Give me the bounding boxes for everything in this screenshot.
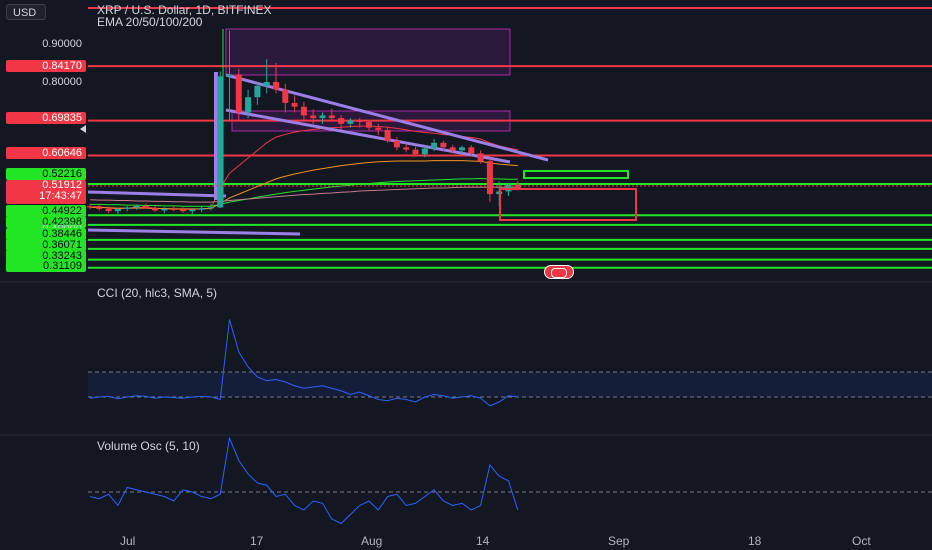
trendline (87, 190, 227, 198)
candle-body (347, 120, 354, 124)
time-label: Oct (852, 534, 871, 548)
ema-legend: EMA 20/50/100/200 (97, 15, 203, 29)
volume-osc-line (89, 436, 519, 525)
candle-body (319, 115, 326, 119)
candle-body (124, 207, 131, 209)
candle-body (133, 205, 140, 208)
collapse-arrow-icon[interactable] (80, 125, 86, 133)
volume-osc-legend: Volume Osc (5, 10) (97, 439, 200, 453)
candle-body (245, 97, 252, 113)
target-box (523, 170, 629, 179)
candle-body (180, 209, 186, 212)
ema-line (89, 186, 518, 203)
ema-line (90, 160, 518, 210)
ema-line (89, 125, 518, 210)
candle-body (328, 115, 335, 119)
candle-body (226, 74, 233, 77)
currency-button[interactable]: USD (6, 4, 46, 20)
candle-body (170, 208, 177, 210)
candle-body (87, 206, 93, 208)
candle-body (440, 142, 447, 148)
candle-body (449, 147, 456, 151)
current-price-value: 0.51912 (42, 179, 82, 191)
price-label: 0.44922 (6, 205, 86, 217)
candle-body (300, 106, 307, 116)
candle-body (412, 149, 419, 155)
time-label: 14 (476, 534, 490, 548)
price-label: 0.69835 (6, 112, 86, 124)
target-box (499, 188, 637, 221)
price-label: 0.80000 (42, 76, 82, 88)
cci-line (89, 319, 518, 407)
candle-body (161, 208, 168, 211)
price-label: 0.38446 (6, 228, 86, 240)
candle-body (254, 85, 261, 98)
candle-body (235, 74, 242, 113)
candle-body (356, 120, 363, 122)
price-label: 0.84170 (6, 60, 86, 72)
candle-body (514, 184, 521, 189)
cci-band (88, 372, 932, 397)
price-label: 0.31109 (6, 260, 86, 272)
time-label: 17 (250, 534, 264, 548)
candle-body (366, 121, 372, 128)
candle-body (403, 147, 410, 150)
candle-body (282, 89, 289, 103)
candle-body (459, 147, 465, 151)
price-label: 0.60646 (6, 147, 86, 159)
candle-body (468, 147, 475, 154)
price-label: 0.90000 (42, 38, 82, 50)
candle-body (375, 127, 382, 130)
trendline (225, 108, 511, 164)
candle-body (96, 207, 103, 209)
candle-body (189, 209, 196, 212)
supply-zone-box (225, 28, 511, 76)
candle-body (217, 76, 224, 208)
candle-body (421, 148, 428, 155)
candle-body (207, 207, 214, 209)
candle-body (152, 208, 159, 211)
time-label: Aug (361, 534, 383, 548)
time-label: Sep (608, 534, 630, 548)
candle-body (263, 82, 270, 86)
candle-body (114, 208, 121, 212)
earnings-badge-icon[interactable] (544, 265, 574, 279)
price-label: 0.36071 (6, 239, 86, 251)
ema-line (90, 178, 518, 207)
price-label: 0.33243 (6, 250, 86, 262)
trendline (225, 73, 549, 162)
candle-body (431, 142, 438, 149)
candle-body (273, 82, 279, 90)
trendline (87, 228, 301, 236)
candle-body (142, 205, 149, 209)
current-price-label: 0.51912 17:43:47 (6, 180, 86, 204)
price-label: 0.52216 (6, 168, 86, 180)
candle-body (310, 115, 317, 119)
symbol-title: XRP / U.S. Dollar, 1D, BITFINEX (97, 3, 272, 17)
countdown-timer: 17:43:47 (39, 190, 82, 202)
cci-legend: CCI (20, hlc3, SMA, 5) (97, 286, 218, 300)
price-label: 0.42398 (6, 216, 86, 228)
time-label: 18 (748, 534, 762, 548)
candle-body (105, 208, 112, 212)
time-label: Jul (120, 534, 136, 548)
candle-body (291, 102, 298, 107)
candle-body (384, 129, 391, 141)
candle-body (477, 153, 484, 162)
candle-body (393, 140, 400, 148)
candle-body (486, 161, 493, 195)
candle-body (198, 208, 205, 210)
candle-body (338, 118, 345, 124)
